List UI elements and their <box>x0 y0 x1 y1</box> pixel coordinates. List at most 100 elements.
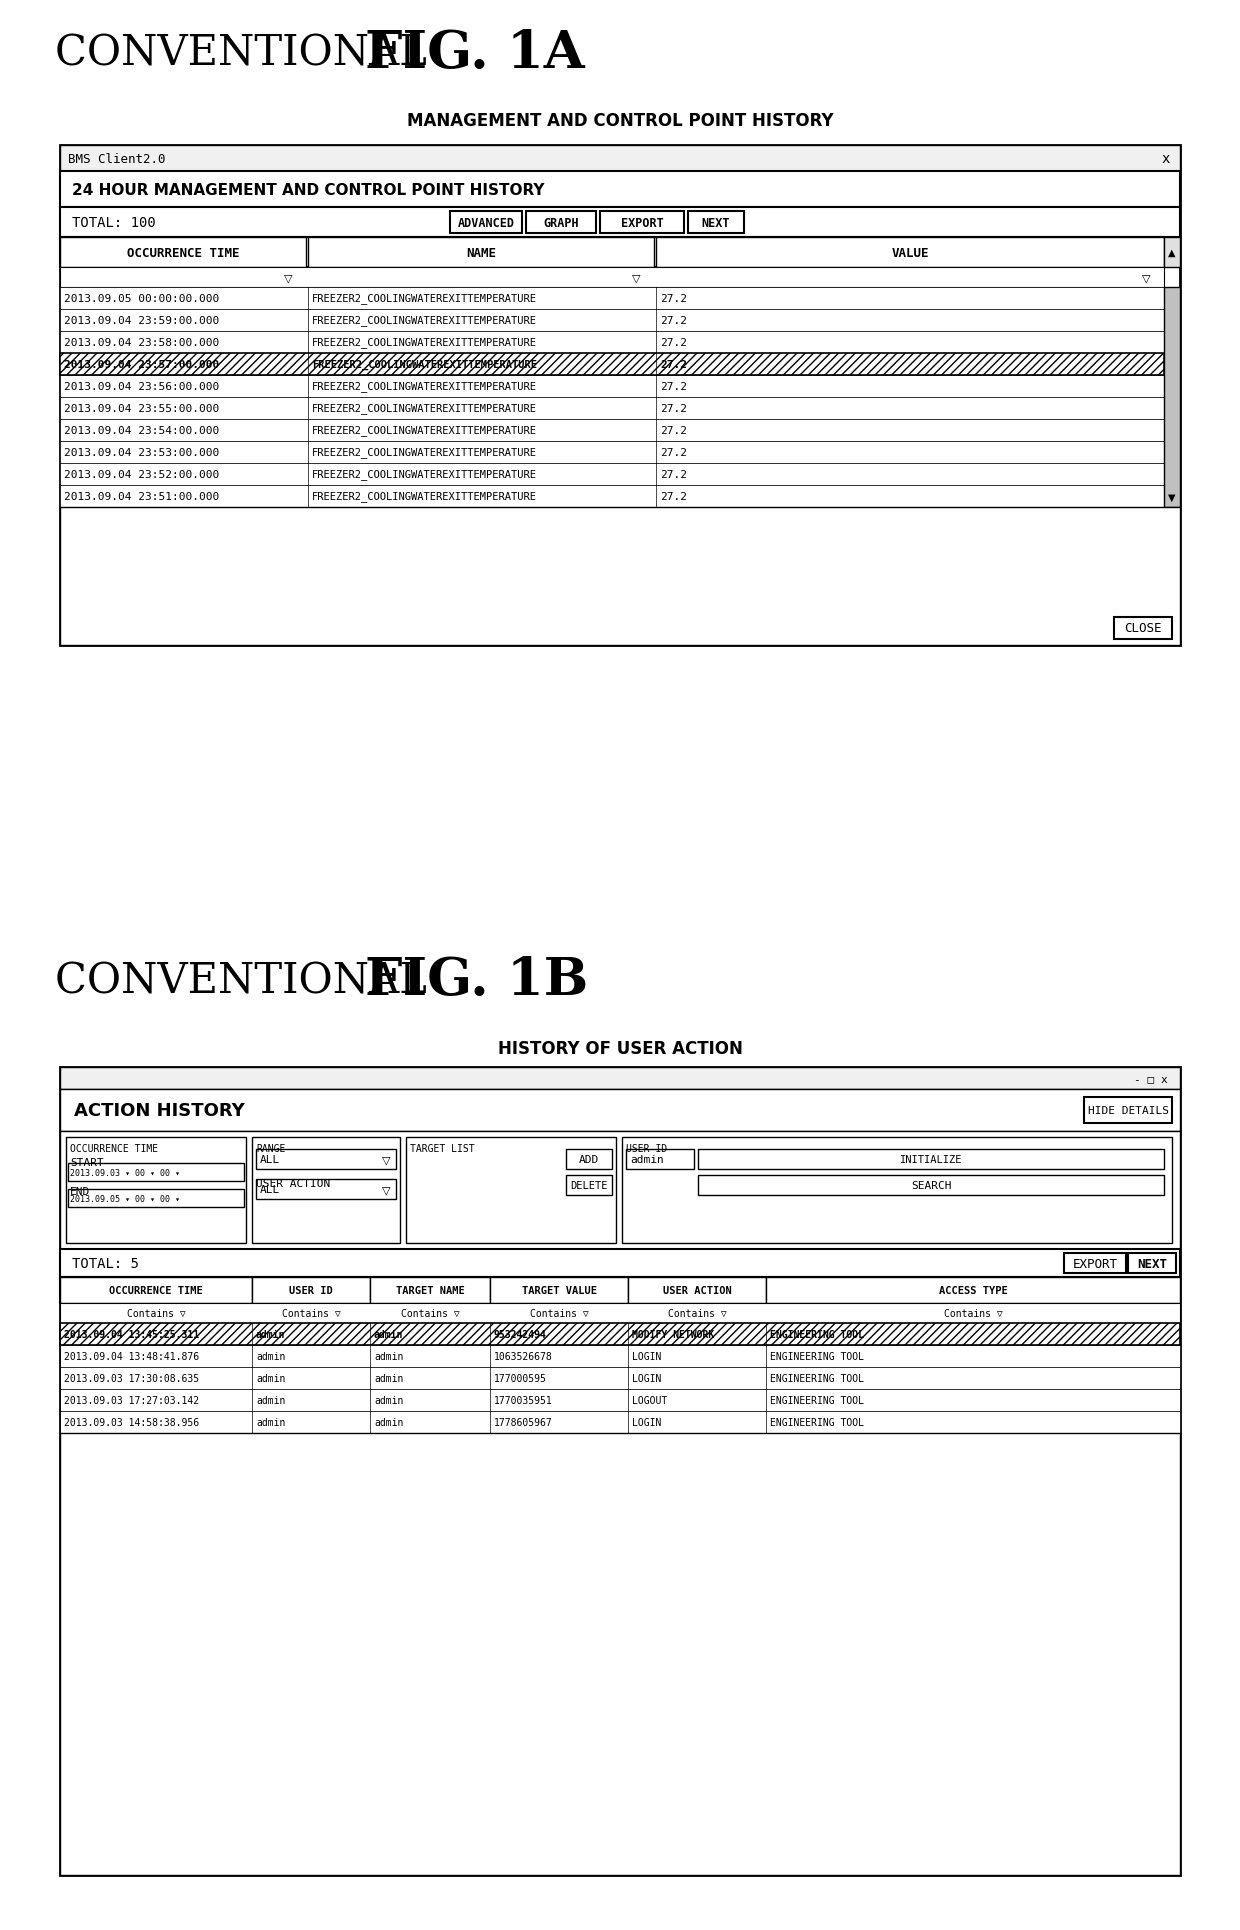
Text: 2013.09.04 23:55:00.000: 2013.09.04 23:55:00.000 <box>64 403 219 413</box>
Text: 177000595: 177000595 <box>494 1374 547 1384</box>
Text: ▼: ▼ <box>1168 492 1176 502</box>
Bar <box>1084 1098 1172 1123</box>
Bar <box>60 237 306 268</box>
Text: 953242494: 953242494 <box>494 1330 547 1339</box>
Text: admin: admin <box>374 1417 403 1428</box>
Text: FREEZER2_COOLINGWATEREXITTEMPERATURE: FREEZER2_COOLINGWATEREXITTEMPERATURE <box>312 403 537 415</box>
Text: 2013.09.03 17:27:03.142: 2013.09.03 17:27:03.142 <box>64 1395 200 1405</box>
Text: 1778605967: 1778605967 <box>494 1417 553 1428</box>
Text: LOGIN: LOGIN <box>632 1417 661 1428</box>
Text: ENGINEERING TOOL: ENGINEERING TOOL <box>770 1330 864 1339</box>
Bar <box>255 1179 396 1199</box>
Text: admin: admin <box>255 1330 285 1339</box>
Bar <box>60 508 1180 647</box>
Text: Contains ▽: Contains ▽ <box>944 1309 1002 1318</box>
Bar <box>60 147 1180 172</box>
Text: OCCURRENCE TIME: OCCURRENCE TIME <box>69 1143 159 1154</box>
Bar <box>1164 288 1180 508</box>
Text: 27.2: 27.2 <box>660 448 687 457</box>
Bar <box>698 1150 1164 1170</box>
Text: 27.2: 27.2 <box>660 382 687 392</box>
Text: ENGINEERING TOOL: ENGINEERING TOOL <box>770 1374 864 1384</box>
Bar <box>60 442 1164 463</box>
Text: FREEZER2_COOLINGWATEREXITTEMPERATURE: FREEZER2_COOLINGWATEREXITTEMPERATURE <box>312 492 537 502</box>
Text: ACTION HISTORY: ACTION HISTORY <box>74 1102 244 1119</box>
Text: RANGE: RANGE <box>255 1143 285 1154</box>
Bar <box>490 1278 627 1303</box>
Text: ADD: ADD <box>579 1154 599 1164</box>
Text: 2013.09.04 23:56:00.000: 2013.09.04 23:56:00.000 <box>64 382 219 392</box>
Text: ALL: ALL <box>260 1185 280 1195</box>
Text: 1063526678: 1063526678 <box>494 1351 553 1361</box>
Text: START: START <box>69 1158 104 1168</box>
Bar <box>60 1067 1180 1089</box>
Bar <box>766 1278 1180 1303</box>
Text: admin: admin <box>374 1351 403 1361</box>
Bar <box>1164 237 1180 268</box>
Text: 24 HOUR MANAGEMENT AND CONTROL POINT HISTORY: 24 HOUR MANAGEMENT AND CONTROL POINT HIS… <box>72 183 544 197</box>
Bar <box>1128 1253 1176 1274</box>
Text: x: x <box>1162 152 1171 166</box>
Text: VALUE: VALUE <box>892 247 929 259</box>
Text: 2013.09.04 23:57:00.000: 2013.09.04 23:57:00.000 <box>64 359 219 371</box>
Text: ALL: ALL <box>260 1154 280 1164</box>
Text: FREEZER2_COOLINGWATEREXITTEMPERATURE: FREEZER2_COOLINGWATEREXITTEMPERATURE <box>312 338 537 347</box>
Text: TOTAL: 100: TOTAL: 100 <box>72 216 156 230</box>
Text: USER ACTION: USER ACTION <box>662 1285 732 1295</box>
Text: USER ACTION: USER ACTION <box>255 1179 330 1189</box>
Bar <box>60 398 1164 421</box>
Text: CONVENTIONAL: CONVENTIONAL <box>55 33 440 73</box>
Text: admin: admin <box>630 1154 663 1164</box>
Bar <box>60 1411 1180 1434</box>
Text: ▽: ▽ <box>631 272 640 284</box>
Text: CONVENTIONAL: CONVENTIONAL <box>55 959 440 1002</box>
Text: MODIFY NETWORK: MODIFY NETWORK <box>632 1330 714 1339</box>
Text: OCCURRENCE TIME: OCCURRENCE TIME <box>109 1285 203 1295</box>
Text: admin: admin <box>255 1374 285 1384</box>
Text: USER ID: USER ID <box>626 1143 667 1154</box>
Text: 2013.09.04 23:52:00.000: 2013.09.04 23:52:00.000 <box>64 469 219 481</box>
Bar <box>698 1175 1164 1195</box>
Bar <box>60 1366 1180 1390</box>
Bar <box>405 1137 616 1243</box>
Bar <box>565 1150 613 1170</box>
Text: admin: admin <box>255 1395 285 1405</box>
Bar <box>60 208 1180 237</box>
Text: Contains ▽: Contains ▽ <box>401 1309 459 1318</box>
Bar <box>450 212 522 234</box>
Bar <box>60 1324 1180 1345</box>
Bar <box>60 237 1164 268</box>
Text: MANAGEMENT AND CONTROL POINT HISTORY: MANAGEMENT AND CONTROL POINT HISTORY <box>407 112 833 129</box>
Bar <box>60 1345 1180 1366</box>
Text: 2013.09.04 23:54:00.000: 2013.09.04 23:54:00.000 <box>64 427 219 436</box>
Text: EXPORT: EXPORT <box>621 216 663 230</box>
Text: ▽: ▽ <box>1142 272 1151 284</box>
Text: admin: admin <box>374 1374 403 1384</box>
Bar <box>1114 618 1172 639</box>
Bar <box>622 1137 1172 1243</box>
Text: TARGET NAME: TARGET NAME <box>396 1285 464 1295</box>
Text: 27.2: 27.2 <box>660 317 687 326</box>
Text: 2013.09.03 ▾ 00 ▾ 00 ▾: 2013.09.03 ▾ 00 ▾ 00 ▾ <box>69 1168 180 1177</box>
Text: EXPORT: EXPORT <box>1073 1256 1117 1270</box>
Text: ▽: ▽ <box>382 1185 391 1195</box>
Text: 27.2: 27.2 <box>660 469 687 481</box>
Text: 27.2: 27.2 <box>660 403 687 413</box>
Text: 27.2: 27.2 <box>660 427 687 436</box>
Text: USER ID: USER ID <box>289 1285 332 1295</box>
Bar <box>60 463 1164 486</box>
Bar <box>60 486 1164 508</box>
Text: NEXT: NEXT <box>702 216 730 230</box>
Text: END: END <box>69 1187 91 1197</box>
Text: ▲: ▲ <box>1168 247 1176 259</box>
Bar <box>60 268 1164 288</box>
Text: TARGET VALUE: TARGET VALUE <box>522 1285 596 1295</box>
Bar <box>308 237 653 268</box>
Text: ENGINEERING TOOL: ENGINEERING TOOL <box>770 1395 864 1405</box>
Bar <box>600 212 684 234</box>
Text: INITIALIZE: INITIALIZE <box>900 1154 962 1164</box>
Bar <box>565 1175 613 1195</box>
Text: - □ x: - □ x <box>1135 1073 1168 1083</box>
Bar <box>60 1089 1180 1131</box>
Text: admin: admin <box>255 1351 285 1361</box>
